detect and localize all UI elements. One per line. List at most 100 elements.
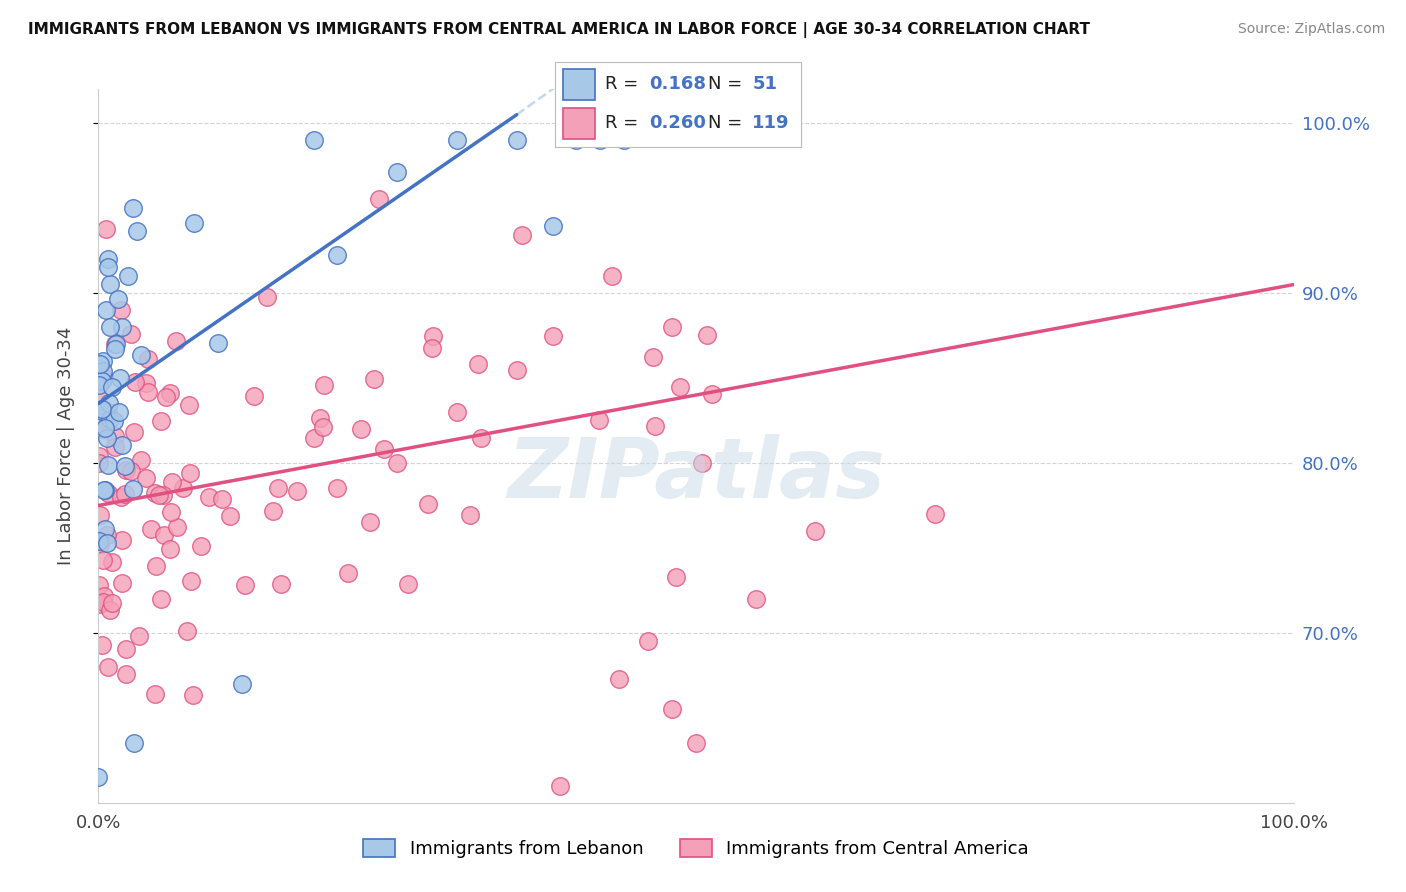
Point [613,133,636,147]
Point [122,201,145,215]
Point [129,453,152,467]
Point [924,507,946,521]
Point [149,591,172,606]
Point [458,508,481,523]
Point [385,456,409,470]
Point [148,488,170,502]
Point [114,487,136,501]
Point [145,558,167,573]
Point [87,378,110,392]
Point [98,412,121,426]
Point [588,413,610,427]
Point [467,358,489,372]
Point [302,430,325,444]
Point [685,736,707,750]
Point [262,504,284,518]
Point [93,371,115,385]
Point [804,524,827,538]
Point [91,422,114,436]
Point [166,520,188,534]
Point [100,379,122,393]
Point [93,410,115,425]
Point [198,490,221,504]
Point [422,328,444,343]
Point [302,133,325,147]
Point [93,589,115,603]
Point [145,486,167,500]
Point [98,396,121,410]
Point [94,522,117,536]
Point [110,490,132,504]
Point [111,575,134,590]
Text: IMMIGRANTS FROM LEBANON VS IMMIGRANTS FROM CENTRAL AMERICA IN LABOR FORCE | AGE : IMMIGRANTS FROM LEBANON VS IMMIGRANTS FR… [28,22,1090,38]
Point [104,336,127,351]
Point [233,578,256,592]
Point [91,364,114,378]
Point [589,133,612,147]
Point [165,334,187,348]
Point [506,133,529,147]
Text: 51: 51 [752,76,778,94]
Point [97,486,120,500]
Text: ZIPatlas: ZIPatlas [508,434,884,515]
Point [93,417,115,432]
Point [160,505,183,519]
Point [96,431,118,445]
Point [637,634,659,648]
Point [122,425,145,440]
Legend: Immigrants from Lebanon, Immigrants from Central America: Immigrants from Lebanon, Immigrants from… [356,831,1036,865]
Point [696,327,718,342]
Point [94,303,117,318]
Point [115,641,138,656]
Point [136,351,159,366]
Point [602,269,624,284]
Point [446,405,468,419]
FancyBboxPatch shape [562,108,595,139]
Point [111,533,134,547]
Point [373,442,395,456]
Point [89,597,111,611]
Point [101,555,124,569]
Point [243,389,266,403]
Point [641,350,664,364]
Point [105,337,128,351]
Point [700,386,723,401]
Point [326,482,349,496]
Point [115,463,138,477]
Point [87,388,110,402]
Point [446,133,468,147]
Text: N =: N = [709,114,748,132]
Point [124,736,146,750]
Point [309,411,332,425]
Point [120,464,142,478]
Point [312,420,335,434]
Point [607,673,630,687]
Text: 119: 119 [752,114,790,132]
Point [114,667,136,681]
Point [94,421,117,435]
Point [143,688,166,702]
Point [207,335,229,350]
Point [181,688,204,702]
Point [97,252,120,266]
Point [91,354,114,368]
Point [177,398,200,412]
Point [385,165,409,179]
Point [91,417,114,432]
Point [98,320,122,334]
Point [104,440,127,454]
Point [183,216,205,230]
Point [89,508,111,523]
Point [87,449,110,463]
Point [107,292,129,306]
Point [96,536,118,550]
Point [565,133,588,147]
Point [665,569,688,583]
Point [94,483,117,498]
Point [231,677,253,691]
Point [420,342,443,356]
FancyBboxPatch shape [562,70,595,100]
Point [98,277,121,291]
Text: N =: N = [709,76,748,94]
Text: R =: R = [605,114,644,132]
